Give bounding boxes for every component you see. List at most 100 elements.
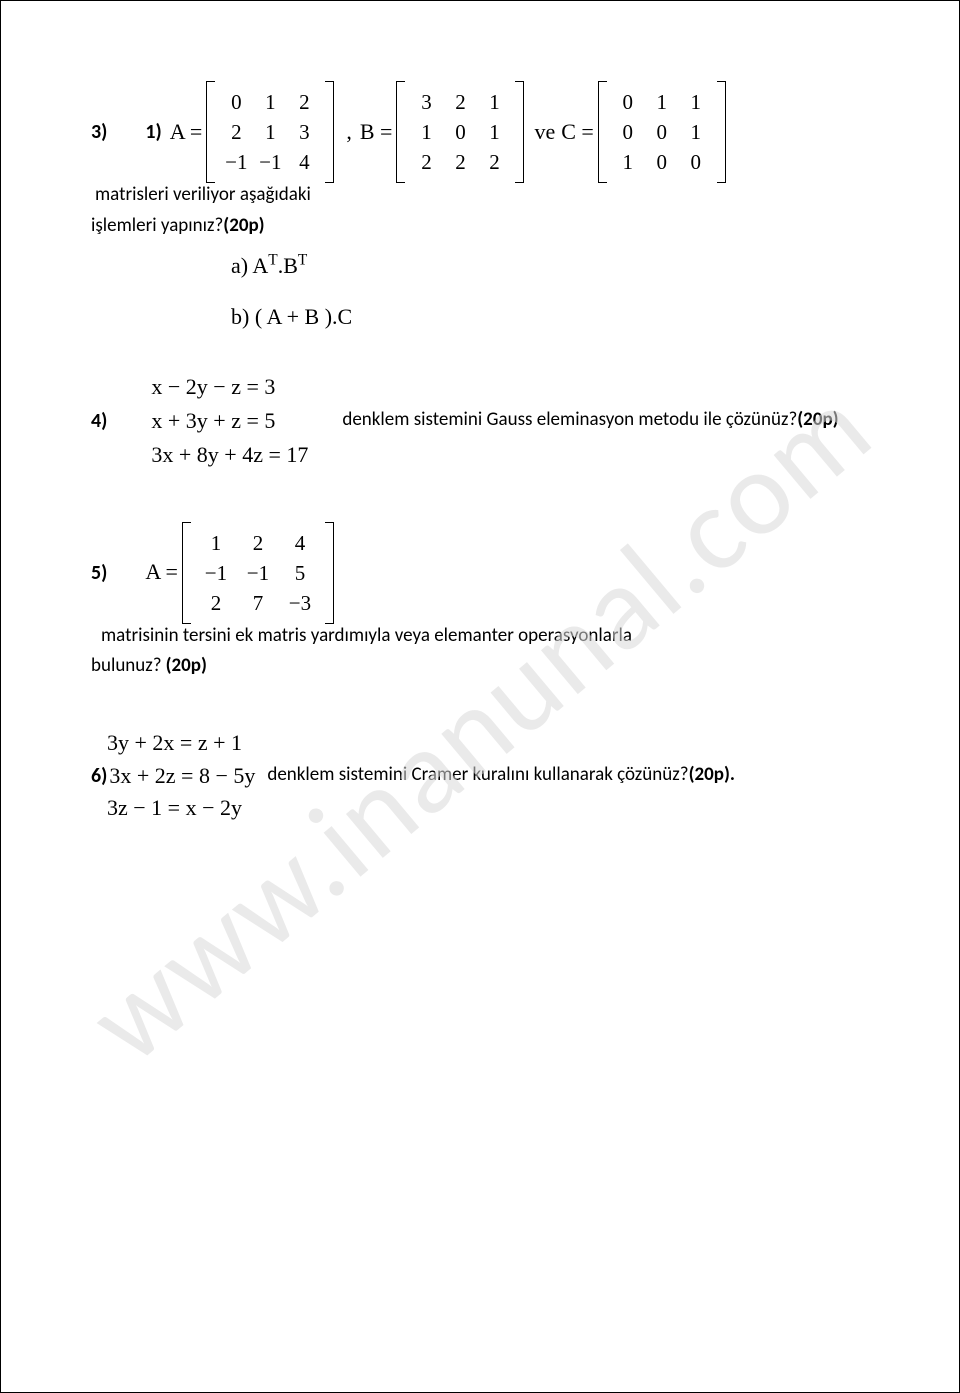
question-5: 5) A = 124 −1−15 27−3 matrisinin tersini… bbox=[91, 522, 869, 679]
matrix-cell: 3 bbox=[409, 87, 443, 117]
q6-eq2: 3x + 2z = 8 − 5y bbox=[109, 762, 255, 791]
matrix-cell: 0 bbox=[611, 117, 645, 147]
matrix-cell: 2 bbox=[237, 528, 279, 558]
matrix-cell: 1 bbox=[679, 87, 713, 117]
question-4: 4) x − 2y − z = 3 x + 3y + z = 5 3x + 8y… bbox=[91, 370, 869, 472]
matrix-cell: 0 bbox=[219, 87, 253, 117]
matrix-cell: −1 bbox=[195, 558, 237, 588]
matrix-body: 011 001 100 bbox=[607, 81, 717, 183]
q6-eq-top: 3y + 2x = z + 1 bbox=[107, 729, 869, 758]
matrix-cell: 2 bbox=[443, 87, 477, 117]
matrix-cell: 0 bbox=[611, 87, 645, 117]
matrix-cell: 2 bbox=[477, 147, 511, 177]
q6-eq1: 3y + 2x = z + 1 bbox=[107, 730, 242, 755]
bracket-right-icon bbox=[717, 81, 726, 183]
matrix-cell: 1 bbox=[611, 147, 645, 177]
q3-A-eq: A = bbox=[170, 118, 203, 147]
matrix-cell: 0 bbox=[645, 117, 679, 147]
matrix-body: 124 −1−15 27−3 bbox=[191, 522, 325, 624]
q5-row2: bulunuz? (20p) bbox=[91, 654, 869, 679]
question-6: 3y + 2x = z + 1 6) 3x + 2z = 8 − 5y denk… bbox=[91, 729, 869, 823]
matrix-cell: 5 bbox=[279, 558, 321, 588]
q4-number: 4) bbox=[91, 408, 107, 434]
matrix-cell: −3 bbox=[279, 588, 321, 618]
q3-subnumber: 1) bbox=[145, 119, 161, 145]
bracket-left-icon bbox=[396, 81, 405, 183]
matrix-cell: −1 bbox=[253, 147, 287, 177]
q3-row2: işlemleri yapınız? (20p) bbox=[91, 214, 869, 239]
q3-row1: 3) 1) A = 012 213 −1−14 , B = 321 101 bbox=[91, 81, 869, 208]
q3-part-a: a) AT.BT bbox=[231, 252, 869, 281]
bracket-left-icon bbox=[182, 522, 191, 624]
q3-matrix-A: 012 213 −1−14 bbox=[206, 81, 334, 183]
matrix-cell: 1 bbox=[409, 117, 443, 147]
q3-B-eq: B = bbox=[360, 118, 393, 147]
q5-A-eq: A = bbox=[145, 558, 178, 587]
matrix-cell: 2 bbox=[287, 87, 321, 117]
q3-a-supB: T bbox=[298, 252, 307, 269]
q3-matrix-C: 011 001 100 bbox=[598, 81, 726, 183]
matrix-cell: −1 bbox=[237, 558, 279, 588]
matrix-cell: 0 bbox=[645, 147, 679, 177]
q4-eq2: x + 3y + z = 5 bbox=[151, 404, 275, 438]
q3-a-label: a) bbox=[231, 253, 248, 278]
q4-tail: denklem sistemini Gauss eleminasyon meto… bbox=[342, 408, 797, 433]
q5-number: 5) bbox=[91, 560, 107, 586]
q3-tail: matrisleri veriliyor aşağıdaki bbox=[95, 183, 311, 208]
matrix-cell: 2 bbox=[195, 588, 237, 618]
q4-equations: x − 2y − z = 3 x + 3y + z = 5 3x + 8y + … bbox=[151, 370, 308, 472]
matrix-cell: 2 bbox=[409, 147, 443, 177]
bracket-right-icon bbox=[325, 81, 334, 183]
q3-line2: işlemleri yapınız? bbox=[91, 214, 223, 239]
matrix-cell: 2 bbox=[443, 147, 477, 177]
q6-points: (20p). bbox=[689, 763, 735, 788]
matrix-cell: 1 bbox=[645, 87, 679, 117]
q5-matrix-A: 124 −1−15 27−3 bbox=[182, 522, 334, 624]
q3-a-A: A bbox=[252, 253, 268, 278]
q3-part-b: b) ( A + B ).C bbox=[231, 303, 869, 332]
q3-b-label: b) bbox=[231, 304, 249, 329]
q3-matrix-B: 321 101 222 bbox=[396, 81, 524, 183]
matrix-cell: 1 bbox=[253, 117, 287, 147]
q6-row-mid: 6) 3x + 2z = 8 − 5y denklem sistemini Cr… bbox=[91, 762, 869, 791]
matrix-cell: 1 bbox=[477, 87, 511, 117]
matrix-cell: 1 bbox=[195, 528, 237, 558]
document-page: www.inanunal.com 3) 1) A = 012 213 −1−14… bbox=[0, 0, 960, 1393]
matrix-cell: 1 bbox=[679, 117, 713, 147]
q3-a-supA: T bbox=[268, 252, 277, 269]
q5-points: (20p) bbox=[166, 654, 207, 679]
matrix-cell: 1 bbox=[477, 117, 511, 147]
matrix-cell: 0 bbox=[679, 147, 713, 177]
q4-eq3: 3x + 8y + 4z = 17 bbox=[151, 438, 308, 472]
matrix-cell: 4 bbox=[287, 147, 321, 177]
q5-row1: 5) A = 124 −1−15 27−3 matrisinin tersini… bbox=[91, 522, 869, 649]
matrix-cell: 1 bbox=[253, 87, 287, 117]
q3-comma: , bbox=[346, 118, 352, 147]
q3-number: 3) bbox=[91, 119, 107, 145]
q6-eq-bot: 3z − 1 = x − 2y bbox=[107, 794, 869, 823]
matrix-cell: 4 bbox=[279, 528, 321, 558]
matrix-cell: 2 bbox=[219, 117, 253, 147]
matrix-cell: 0 bbox=[443, 117, 477, 147]
bracket-left-icon bbox=[206, 81, 215, 183]
bracket-right-icon bbox=[515, 81, 524, 183]
q6-eq3: 3z − 1 = x − 2y bbox=[107, 795, 242, 820]
matrix-cell: 7 bbox=[237, 588, 279, 618]
q5-tail: matrisinin tersini ek matris yardımıyla … bbox=[101, 624, 632, 649]
q4-row: 4) x − 2y − z = 3 x + 3y + z = 5 3x + 8y… bbox=[91, 370, 869, 472]
q3-a-B: B bbox=[283, 253, 298, 278]
bracket-left-icon bbox=[598, 81, 607, 183]
matrix-cell: 3 bbox=[287, 117, 321, 147]
matrix-body: 321 101 222 bbox=[405, 81, 515, 183]
q6-tail: denklem sistemini Cramer kuralını kullan… bbox=[267, 763, 688, 788]
q4-points: (20p) bbox=[797, 408, 838, 433]
q5-line2: bulunuz? bbox=[91, 654, 162, 679]
q3-ve: ve bbox=[534, 118, 555, 147]
matrix-cell: −1 bbox=[219, 147, 253, 177]
q3-b-expr: ( A + B ).C bbox=[255, 304, 352, 329]
q3-points: (20p) bbox=[223, 214, 264, 239]
q3-C-eq: C = bbox=[561, 118, 594, 147]
matrix-body: 012 213 −1−14 bbox=[215, 81, 325, 183]
q4-eq1: x − 2y − z = 3 bbox=[151, 370, 275, 404]
question-3: 3) 1) A = 012 213 −1−14 , B = 321 101 bbox=[91, 81, 869, 332]
